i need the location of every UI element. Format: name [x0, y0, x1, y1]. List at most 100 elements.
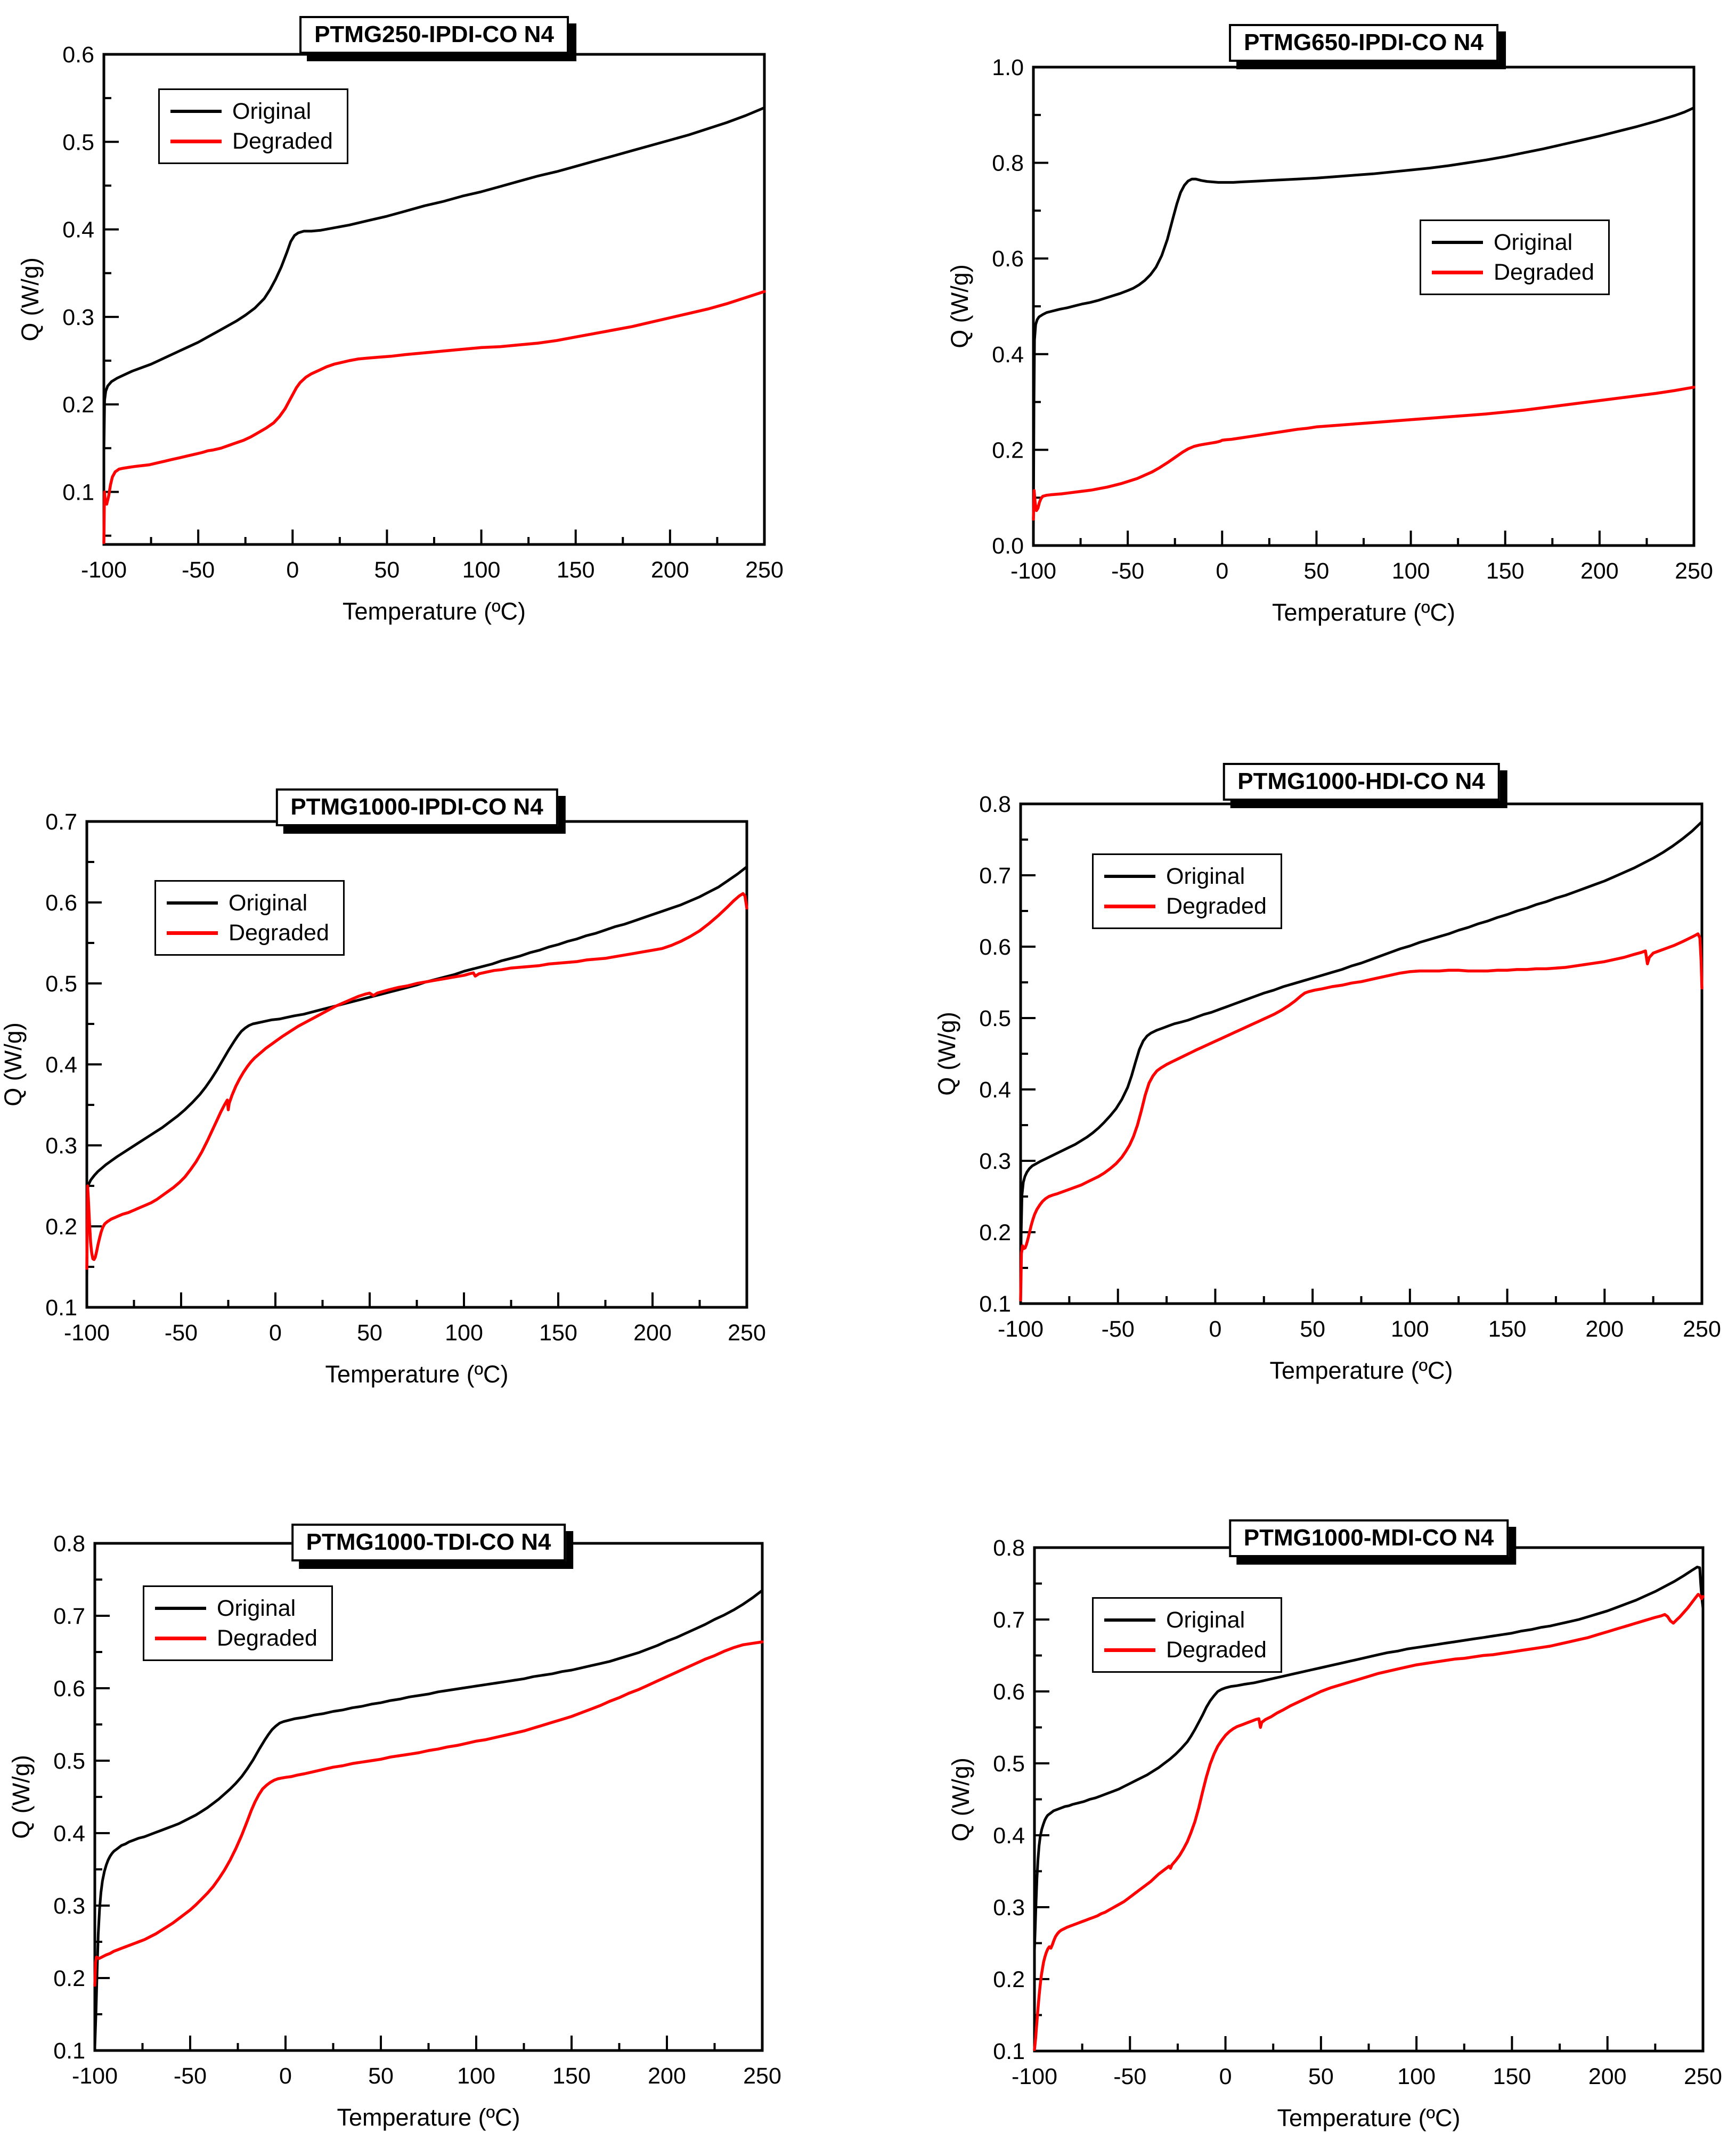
- x-tick-label: 50: [368, 2063, 394, 2089]
- x-tick-label: 250: [1683, 1316, 1721, 1342]
- legend-entry-degraded: Degraded: [155, 1623, 317, 1653]
- x-tick-label: 50: [357, 1320, 382, 1346]
- legend-label-degraded: Degraded: [217, 1625, 317, 1651]
- y-tick-label: 0.7: [53, 1604, 85, 1629]
- y-tick-label: 0.0: [992, 533, 1024, 559]
- chart-ptmg1000-tdi: -100 -50 0 50 100 150 200 250 0.1 0.2 0.3 0.4 0.5 0.6…: [0, 1470, 868, 2131]
- x-tick-label: 0: [269, 1320, 282, 1346]
- original-curve: [1033, 1566, 1705, 1952]
- x-axis-label: Temperature (ºC): [1272, 599, 1456, 626]
- plot-frame: [1032, 66, 1696, 547]
- y-tick-label: 0.1: [979, 1291, 1011, 1317]
- legend-label-original: Original: [229, 890, 308, 916]
- y-tick-label: 0.2: [45, 1214, 77, 1240]
- y-tick-label: 0.5: [979, 1006, 1011, 1031]
- degraded-line-swatch: [1104, 904, 1155, 908]
- y-tick-label: 0.8: [979, 792, 1011, 817]
- y-tick-label: 0.5: [45, 971, 77, 997]
- x-tick-label: -100: [64, 1320, 110, 1346]
- y-tick-label: 0.6: [979, 934, 1011, 960]
- chart-title: PTMG1000-MDI-CO N4: [1228, 1519, 1509, 1557]
- x-tick-label: 100: [1392, 558, 1430, 584]
- axis-ticks: [103, 53, 765, 544]
- x-tick-label: 250: [743, 2063, 781, 2089]
- legend-label-original: Original: [1166, 1607, 1245, 1633]
- degraded-line-swatch: [1432, 270, 1483, 274]
- x-tick-label: -50: [182, 557, 215, 583]
- chart-title: PTMG1000-IPDI-CO N4: [275, 788, 558, 826]
- legend: Original Degraded: [1092, 1597, 1282, 1673]
- legend-label-original: Original: [232, 98, 312, 124]
- y-tick-label: 0.5: [62, 129, 94, 155]
- x-tick-label: -50: [174, 2063, 207, 2089]
- legend-label-degraded: Degraded: [1166, 1637, 1267, 1663]
- plot-area: -100 -50 0 50 100 150 200 250 0.1 0.2 0.3 0.4 0.5 0.6: [62, 42, 784, 583]
- y-tick-label: 0.6: [993, 1679, 1025, 1705]
- x-tick-label: -50: [1102, 1316, 1135, 1342]
- x-tick-label: 200: [1588, 2064, 1627, 2089]
- y-tick-label: 0.1: [62, 479, 94, 505]
- x-axis-label: Temperature (ºC): [342, 598, 526, 625]
- chart-ptmg1000-ipdi: -100 -50 0 50 100 150 200 250 0.1 0.2 0.3 0.4 0.5 0.6…: [0, 735, 868, 1470]
- legend-label-degraded: Degraded: [232, 128, 333, 154]
- x-tick-label: 100: [457, 2063, 495, 2089]
- legend-label-degraded: Degraded: [1166, 893, 1267, 919]
- x-tick-label: 0: [286, 557, 299, 583]
- legend: Original Degraded: [154, 880, 345, 956]
- x-tick-label: 100: [1391, 1316, 1429, 1342]
- x-tick-label: 200: [633, 1320, 672, 1346]
- legend: Original Degraded: [158, 88, 348, 164]
- degraded-curve: [1033, 1593, 1705, 2052]
- y-tick-label: 0.8: [992, 151, 1024, 176]
- y-tick-label: 0.6: [992, 246, 1024, 272]
- x-tick-label: -100: [72, 2063, 118, 2089]
- y-tick-label: 0.1: [993, 2039, 1025, 2064]
- legend-entry-original: Original: [1104, 861, 1267, 891]
- degraded-line-swatch: [170, 139, 222, 143]
- y-tick-label: 0.7: [979, 863, 1011, 889]
- original-line-swatch: [170, 110, 222, 113]
- original-line-swatch: [1432, 241, 1483, 244]
- y-tick-label: 0.3: [979, 1149, 1011, 1174]
- x-tick-label: 250: [1675, 558, 1713, 584]
- legend-entry-degraded: Degraded: [170, 126, 333, 156]
- x-tick-label: -100: [81, 557, 127, 583]
- y-tick-label: 0.8: [53, 1531, 85, 1557]
- x-tick-label: 100: [462, 557, 501, 583]
- y-tick-label: 0.1: [53, 2038, 85, 2064]
- original-line-swatch: [155, 1607, 206, 1610]
- legend-entry-original: Original: [167, 888, 329, 918]
- x-tick-label: -100: [998, 1316, 1044, 1342]
- y-tick-label: 0.3: [62, 305, 94, 330]
- legend-entry-degraded: Degraded: [1104, 891, 1267, 921]
- degraded-curve: [85, 892, 748, 1270]
- y-axis-label: Q (W/g): [947, 1757, 974, 1842]
- x-tick-label: 50: [1308, 2064, 1334, 2089]
- original-line-swatch: [1104, 1618, 1155, 1622]
- plot-area: -100 -50 0 50 100 150 200 250 0.1 0.2 0.3 0.4 0.5 0.6…: [993, 1535, 1722, 2089]
- x-tick-label: 150: [557, 557, 595, 583]
- degraded-line-swatch: [167, 931, 218, 935]
- legend: Original Degraded: [1092, 853, 1282, 929]
- x-axis-label: Temperature (ºC): [1269, 1357, 1453, 1384]
- x-axis-label: Temperature (ºC): [325, 1361, 509, 1388]
- original-curve: [85, 865, 748, 1281]
- plot-area: -100 -50 0 50 100 150 200 250 0.1 0.2 0.3 0.4 0.5 0.6…: [979, 792, 1721, 1342]
- x-tick-label: 50: [1304, 558, 1330, 584]
- x-tick-label: 50: [374, 557, 400, 583]
- x-tick-label: 200: [651, 557, 689, 583]
- x-tick-label: 50: [1300, 1316, 1325, 1342]
- y-tick-label: 0.4: [993, 1823, 1025, 1849]
- legend-label-original: Original: [217, 1595, 296, 1621]
- legend-entry-original: Original: [155, 1593, 317, 1623]
- x-tick-label: -100: [1010, 558, 1056, 584]
- original-line-swatch: [167, 901, 218, 905]
- x-tick-label: -50: [165, 1320, 198, 1346]
- y-tick-label: 0.2: [62, 392, 94, 418]
- legend-entry-degraded: Degraded: [1104, 1635, 1267, 1665]
- x-tick-label: 150: [539, 1320, 577, 1346]
- y-tick-label: 0.7: [45, 809, 77, 835]
- y-axis-label: Q (W/g): [7, 1755, 35, 1839]
- legend-entry-original: Original: [1432, 227, 1594, 257]
- degraded-curve: [93, 1640, 764, 1987]
